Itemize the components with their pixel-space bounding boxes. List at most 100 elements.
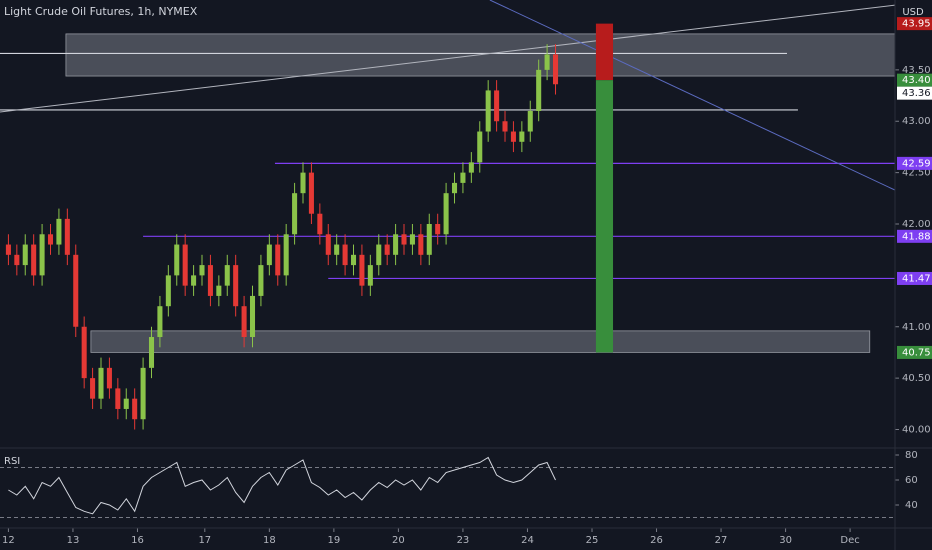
candle-body (350, 254, 357, 266)
candle-body (39, 234, 45, 276)
y-tick-label: 43.00 (902, 116, 931, 127)
price-badge (897, 86, 932, 100)
y-tick-label: 40.00 (902, 425, 931, 436)
y-tick-label: 43.50 (902, 65, 931, 76)
candle-body (73, 254, 79, 327)
position-target (595, 23, 614, 81)
candle-body (123, 398, 129, 409)
axes: 43.50 43.00 42.50 42.00 41.00 40.50 40.00 43.95… (2, 17, 932, 546)
y-tick-label: 42.00 (902, 219, 931, 230)
candle-body (494, 90, 500, 122)
candle-body (451, 182, 458, 194)
x-tick-label: 30 (779, 535, 792, 546)
candle-body (216, 285, 222, 296)
candle-body (266, 244, 272, 266)
price-badge (897, 17, 932, 31)
candle-body (148, 337, 155, 368)
x-tick-label: 13 (67, 535, 80, 546)
candle-body (283, 234, 289, 276)
y-tick-label: 40.50 (902, 373, 931, 384)
candle-body (300, 172, 306, 194)
candle-body (443, 193, 449, 235)
candle-body (22, 244, 28, 266)
candle-body (249, 295, 256, 338)
rsi-tick-label: 80 (905, 450, 918, 461)
candle-body (544, 54, 550, 70)
candle-body (435, 224, 441, 235)
candle-body (418, 234, 424, 255)
x-tick-label: 26 (650, 535, 663, 546)
x-tick-label: 17 (198, 535, 211, 546)
x-tick-label: Dec (840, 535, 859, 546)
candle-body (376, 244, 382, 266)
candle-body (359, 254, 365, 286)
price-badge-label: 43.95 (902, 19, 931, 30)
rsi-line (8, 456, 556, 515)
y-tick-label: 42.50 (902, 168, 931, 179)
y-tick-label: 41.00 (902, 322, 931, 333)
candle-body (31, 244, 37, 276)
candle-body (393, 234, 399, 255)
candle-body (325, 234, 331, 255)
candle-body (174, 244, 180, 276)
x-tick-label: 23 (457, 535, 470, 546)
currency-label: USD (902, 7, 924, 18)
candle-body (132, 398, 138, 420)
candle-body (199, 265, 205, 276)
candle-body (224, 265, 230, 286)
price-badge-label: 41.88 (902, 231, 931, 242)
price-badge (897, 156, 932, 170)
price-badge (897, 345, 932, 359)
candle-body (552, 54, 559, 85)
candle-body (334, 244, 340, 255)
candle-body (157, 306, 163, 338)
candle-body (342, 244, 348, 266)
x-tick-label: 20 (392, 535, 405, 546)
candle-body (468, 162, 474, 173)
price-badge (897, 73, 932, 87)
zone (90, 330, 871, 353)
candle-body (510, 131, 516, 142)
candle-body (367, 265, 373, 286)
price-badge-label: 42.59 (902, 158, 931, 169)
price-badge-label: 40.75 (902, 347, 931, 358)
candle-body (90, 378, 96, 399)
price-badge-label: 43.40 (902, 75, 931, 86)
candle-body (275, 244, 281, 276)
x-tick-label: 24 (521, 535, 534, 546)
candle-body (207, 265, 213, 296)
candle-body (460, 172, 466, 183)
rsi-tick-label: 60 (905, 475, 918, 486)
trend-line (489, 0, 895, 191)
chart-title: Light Crude Oil Futures, 1h, NYMEX (4, 5, 198, 18)
candle-body (384, 244, 390, 255)
candle-body (140, 367, 146, 420)
price-badge (897, 271, 932, 285)
candle-body (502, 121, 508, 132)
price-badge-label: 41.47 (902, 273, 931, 284)
candle-body (191, 275, 197, 286)
candle-body (182, 244, 188, 286)
candle-body (292, 193, 298, 235)
rsi-pane: 80 60 40 (0, 450, 918, 518)
price-badge (897, 229, 932, 243)
candle-body (258, 265, 264, 296)
candle-body (536, 69, 542, 111)
x-tick-label: 12 (2, 535, 15, 546)
candle-body (426, 224, 432, 255)
candle-body (477, 131, 483, 163)
candle-body (14, 254, 20, 266)
price-pane (0, 0, 895, 430)
x-tick-label: 25 (586, 535, 599, 546)
candle-body (98, 367, 104, 399)
candle-body (241, 306, 247, 338)
x-tick-label: 27 (715, 535, 728, 546)
candle-body (317, 213, 323, 235)
candle-body (165, 275, 171, 307)
position-stop (595, 80, 614, 353)
x-tick-label: 19 (328, 535, 341, 546)
rsi-tick-label: 40 (905, 500, 918, 511)
candle-body (485, 90, 491, 132)
trend-line (0, 4, 895, 113)
